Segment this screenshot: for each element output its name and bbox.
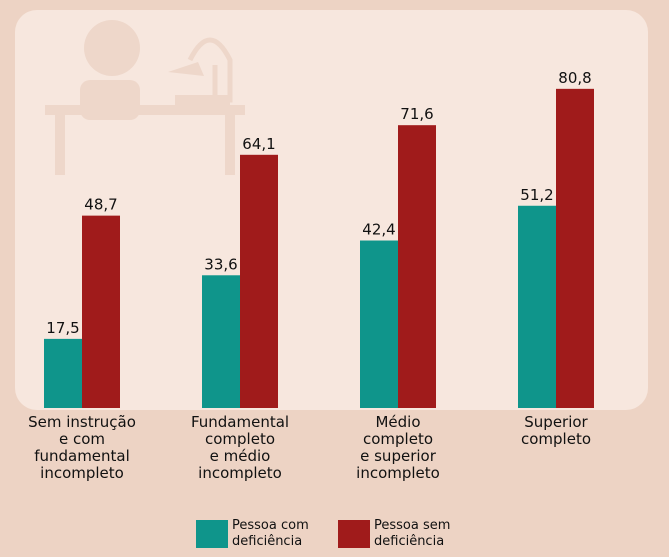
page: 17,5 48,7 33,6 64,1 42,4 71,6 51,2 80,8 Sem ins… [0,0,669,557]
legend-swatch [196,520,228,548]
legend-label: Pessoa com deficiência [232,518,309,550]
bar [360,241,398,408]
value-label: 71,6 [400,105,433,123]
legend-label: Pessoa sem deficiência [374,518,450,550]
x-tick-label: Fundamental completo e médio incompleto [170,414,310,482]
value-label: 51,2 [520,186,553,204]
value-label: 48,7 [84,196,117,214]
bar [240,155,278,408]
bar [44,339,82,408]
value-label: 80,8 [558,69,591,87]
legend-swatch [338,520,370,548]
x-tick-label: Superior completo [486,414,626,448]
value-label: 17,5 [46,319,79,337]
x-tick-label: Sem instrução e com fundamental incomple… [12,414,152,482]
bar [518,206,556,408]
bar [202,275,240,408]
bar [82,216,120,408]
value-label: 64,1 [242,135,275,153]
value-label: 33,6 [204,255,237,273]
value-label: 42,4 [362,221,395,239]
bar [398,125,436,408]
bar [556,89,594,408]
x-tick-label: Médio completo e superior incompleto [328,414,468,482]
